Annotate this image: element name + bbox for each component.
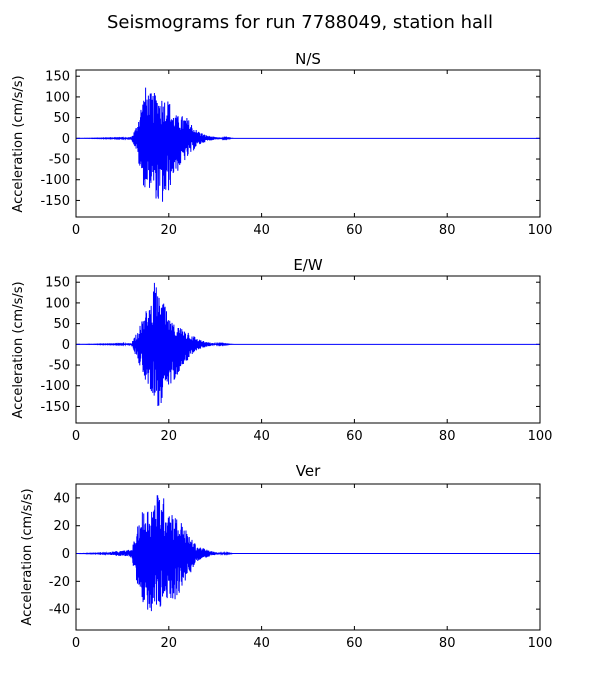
trace-ew xyxy=(76,282,540,407)
xtick-label-ew: 100 xyxy=(528,429,553,444)
panel-ew: E/W Acceleration (cm/s/s) 0 20 40 60 80 100 -1… xyxy=(11,256,552,444)
xtick-label-ew: 0 xyxy=(72,429,80,444)
ytick-label-ew: 100 xyxy=(45,296,70,311)
trace-ver xyxy=(75,495,540,612)
xtick-label-ver: 40 xyxy=(253,636,270,651)
ytick-label-ns: -150 xyxy=(40,194,70,209)
ytick-label-ns: -100 xyxy=(40,173,70,188)
xtick-label-ew: 20 xyxy=(161,429,178,444)
xtick-label-ew: 80 xyxy=(439,429,456,444)
xtick-label-ew: 40 xyxy=(253,429,270,444)
ytick-label-ew: 0 xyxy=(62,338,70,353)
ytick-label-ver: 20 xyxy=(53,519,70,534)
ytick-label-ew: 150 xyxy=(45,276,70,291)
panel-ns: N/S Acceleration (cm/s/s) 0 20 40 60 80 100 -1… xyxy=(11,50,552,238)
panel-ver: Ver Acceleration (cm/s/s) 0 20 40 60 80 100 -4… xyxy=(20,462,552,651)
panel-title-ver: Ver xyxy=(296,462,321,480)
xtick-label-ns: 80 xyxy=(439,223,456,238)
ytick-label-ns: 150 xyxy=(45,70,70,85)
xtick-label-ns: 100 xyxy=(528,223,553,238)
ticks-ver: 0 20 40 60 80 100 -40 -20 0 20 40 xyxy=(49,484,553,651)
panel-title-ew: E/W xyxy=(293,256,323,274)
xtick-label-ns: 0 xyxy=(72,223,80,238)
xtick-label-ns: 40 xyxy=(253,223,270,238)
axes-frame-ew xyxy=(75,275,541,424)
xtick-label-ver: 20 xyxy=(161,636,178,651)
xtick-label-ver: 100 xyxy=(528,636,553,651)
ytick-label-ns: 50 xyxy=(53,111,70,126)
ytick-label-ew: -150 xyxy=(40,400,70,415)
xtick-label-ns: 60 xyxy=(346,223,363,238)
ticks-ew: 0 20 40 60 80 100 -150 -100 -50 0 50 100 150 xyxy=(40,276,552,444)
ytick-label-ver: -20 xyxy=(49,575,70,590)
xtick-label-ew: 60 xyxy=(346,429,363,444)
axes-frame-ns xyxy=(75,69,541,218)
trace-ns xyxy=(76,87,540,202)
axes-frame-ver xyxy=(75,483,541,631)
ylabel-ver: Acceleration (cm/s/s) xyxy=(20,488,35,625)
ytick-label-ver: 0 xyxy=(62,547,70,562)
ytick-label-ew: 50 xyxy=(53,317,70,332)
ytick-label-ns: -50 xyxy=(49,153,70,168)
ytick-label-ver: 40 xyxy=(53,491,70,506)
xtick-label-ns: 20 xyxy=(161,223,178,238)
xtick-label-ver: 80 xyxy=(439,636,456,651)
ytick-label-ew: -50 xyxy=(49,359,70,374)
ytick-label-ns: 0 xyxy=(62,132,70,147)
ytick-label-ew: -100 xyxy=(40,379,70,394)
figure-title: Seismograms for run 7788049, station hal… xyxy=(107,12,493,33)
panel-title-ns: N/S xyxy=(295,50,321,68)
ticks-ns: 0 20 40 60 80 100 -150 -100 -50 0 50 100 150 xyxy=(40,70,552,238)
ytick-label-ver: -40 xyxy=(49,603,70,618)
ytick-label-ns: 100 xyxy=(45,90,70,105)
xtick-label-ver: 0 xyxy=(72,636,80,651)
ylabel-ns: Acceleration (cm/s/s) xyxy=(11,75,26,212)
xtick-label-ver: 60 xyxy=(346,636,363,651)
ylabel-ew: Acceleration (cm/s/s) xyxy=(11,281,26,418)
